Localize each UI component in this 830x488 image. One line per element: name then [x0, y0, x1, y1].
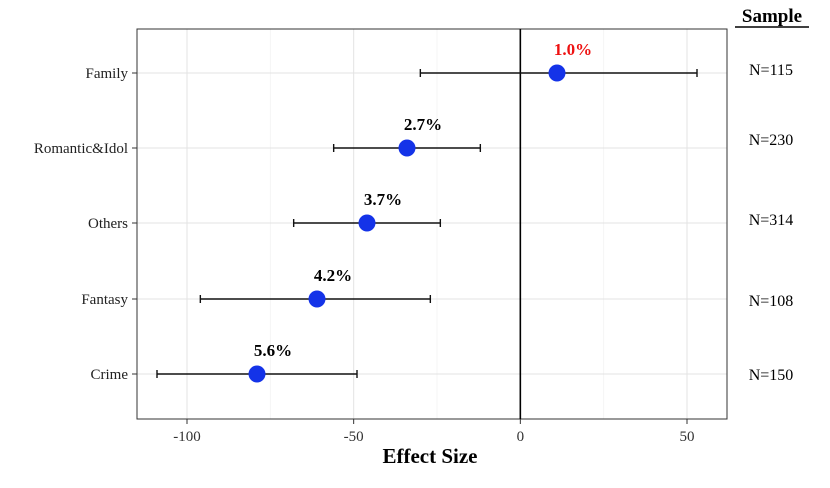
x-tick-label: -50 — [344, 429, 364, 445]
category-label: Others — [88, 216, 128, 232]
effect-point — [308, 290, 326, 308]
sample-size-label: N=108 — [749, 293, 794, 310]
sample-size-label: N=230 — [749, 132, 794, 149]
category-label: Family — [85, 66, 128, 82]
sample-size-label: N=150 — [749, 367, 794, 384]
marks-layer — [156, 29, 698, 419]
category-label: Romantic&Idol — [34, 141, 128, 157]
labels-layer: -100 -50 0 50 Family Romantic&Idol Others Fanta… — [34, 40, 793, 445]
x-tick-label: -100 — [173, 429, 201, 445]
category-label: Fantasy — [81, 292, 128, 308]
effect-point — [248, 365, 266, 383]
percentage-label: 4.2% — [314, 266, 352, 285]
effect-point — [548, 64, 566, 82]
percentage-label: 1.0% — [554, 40, 592, 59]
sample-size-label: N=314 — [749, 212, 794, 229]
category-label: Crime — [91, 367, 129, 383]
x-tick-label: 50 — [680, 429, 695, 445]
effect-point — [358, 214, 376, 232]
x-axis-title: Effect Size — [382, 444, 477, 468]
grid-layer — [137, 29, 727, 419]
sample-header: Sample — [742, 6, 802, 27]
percentage-label: 2.7% — [404, 115, 442, 134]
effect-point — [398, 139, 416, 157]
percentage-label: 3.7% — [364, 190, 402, 209]
plot-panel — [132, 28, 728, 424]
panel-border — [136, 28, 728, 420]
x-tick-label: 0 — [517, 429, 525, 445]
sample-size-label: N=115 — [749, 62, 793, 79]
percentage-label: 5.6% — [254, 341, 292, 360]
